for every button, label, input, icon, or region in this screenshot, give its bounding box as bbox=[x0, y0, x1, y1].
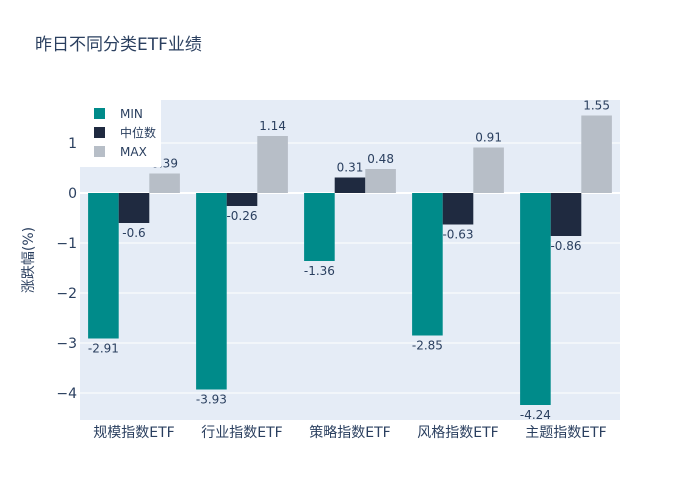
data-label: -3.93 bbox=[196, 393, 227, 407]
bar-MIN bbox=[304, 193, 335, 261]
data-label: -0.86 bbox=[550, 239, 581, 253]
bar-中位数 bbox=[118, 193, 150, 223]
data-label: -0.26 bbox=[226, 209, 257, 223]
x-tick-label: 规模指数ETF bbox=[93, 425, 174, 441]
x-tick-label: 策略指数ETF bbox=[309, 424, 390, 441]
legend-swatch bbox=[94, 127, 105, 138]
y-tick-label: −1 bbox=[56, 236, 77, 252]
x-tick-label: 风格指数ETF bbox=[417, 425, 498, 441]
bar-MIN bbox=[520, 193, 551, 405]
bar-MAX bbox=[581, 115, 612, 193]
legend-label: MIN bbox=[120, 107, 143, 121]
data-label: -0.63 bbox=[442, 228, 473, 242]
y-axis-label: 涨跌幅(%) bbox=[21, 227, 37, 293]
data-label: -2.85 bbox=[412, 339, 443, 353]
y-tick-label: −3 bbox=[56, 336, 77, 352]
bar-MAX bbox=[149, 173, 180, 193]
bar-MIN bbox=[196, 193, 227, 390]
data-label: 0.48 bbox=[367, 152, 394, 166]
legend-swatch bbox=[94, 108, 105, 119]
y-tick-label: 1 bbox=[68, 136, 77, 152]
bar-中位数 bbox=[442, 193, 474, 225]
bar-MAX bbox=[257, 136, 288, 193]
data-label: 0.91 bbox=[475, 131, 502, 145]
bar-中位数 bbox=[226, 193, 258, 206]
legend-background bbox=[80, 100, 161, 167]
legend-label: MAX bbox=[120, 145, 147, 159]
x-tick-label: 行业指数ETF bbox=[201, 425, 282, 441]
bar-中位数 bbox=[550, 193, 582, 236]
data-label: -4.24 bbox=[520, 408, 551, 422]
bar-MAX bbox=[365, 169, 396, 193]
legend-label: 中位数 bbox=[120, 125, 156, 140]
bar-中位数 bbox=[334, 177, 366, 193]
bar-MIN bbox=[88, 193, 119, 339]
data-label: -0.6 bbox=[122, 226, 145, 240]
bar-MAX bbox=[473, 147, 504, 193]
chart-title: 昨日不同分类ETF业绩 bbox=[35, 35, 202, 55]
legend: MIN 中位数 MAX bbox=[80, 100, 161, 167]
data-label: 0.31 bbox=[337, 161, 364, 175]
data-label: -2.91 bbox=[88, 342, 119, 356]
x-tick-label: 主题指数ETF bbox=[525, 425, 606, 441]
data-label: 1.14 bbox=[259, 119, 286, 133]
data-label: -1.36 bbox=[304, 264, 335, 278]
y-tick-label: 0 bbox=[68, 186, 77, 202]
y-tick-label: −2 bbox=[56, 286, 77, 302]
data-label: 1.55 bbox=[583, 99, 610, 113]
legend-swatch bbox=[94, 146, 105, 157]
bar-MIN bbox=[412, 193, 443, 336]
y-tick-label: −4 bbox=[56, 386, 77, 402]
